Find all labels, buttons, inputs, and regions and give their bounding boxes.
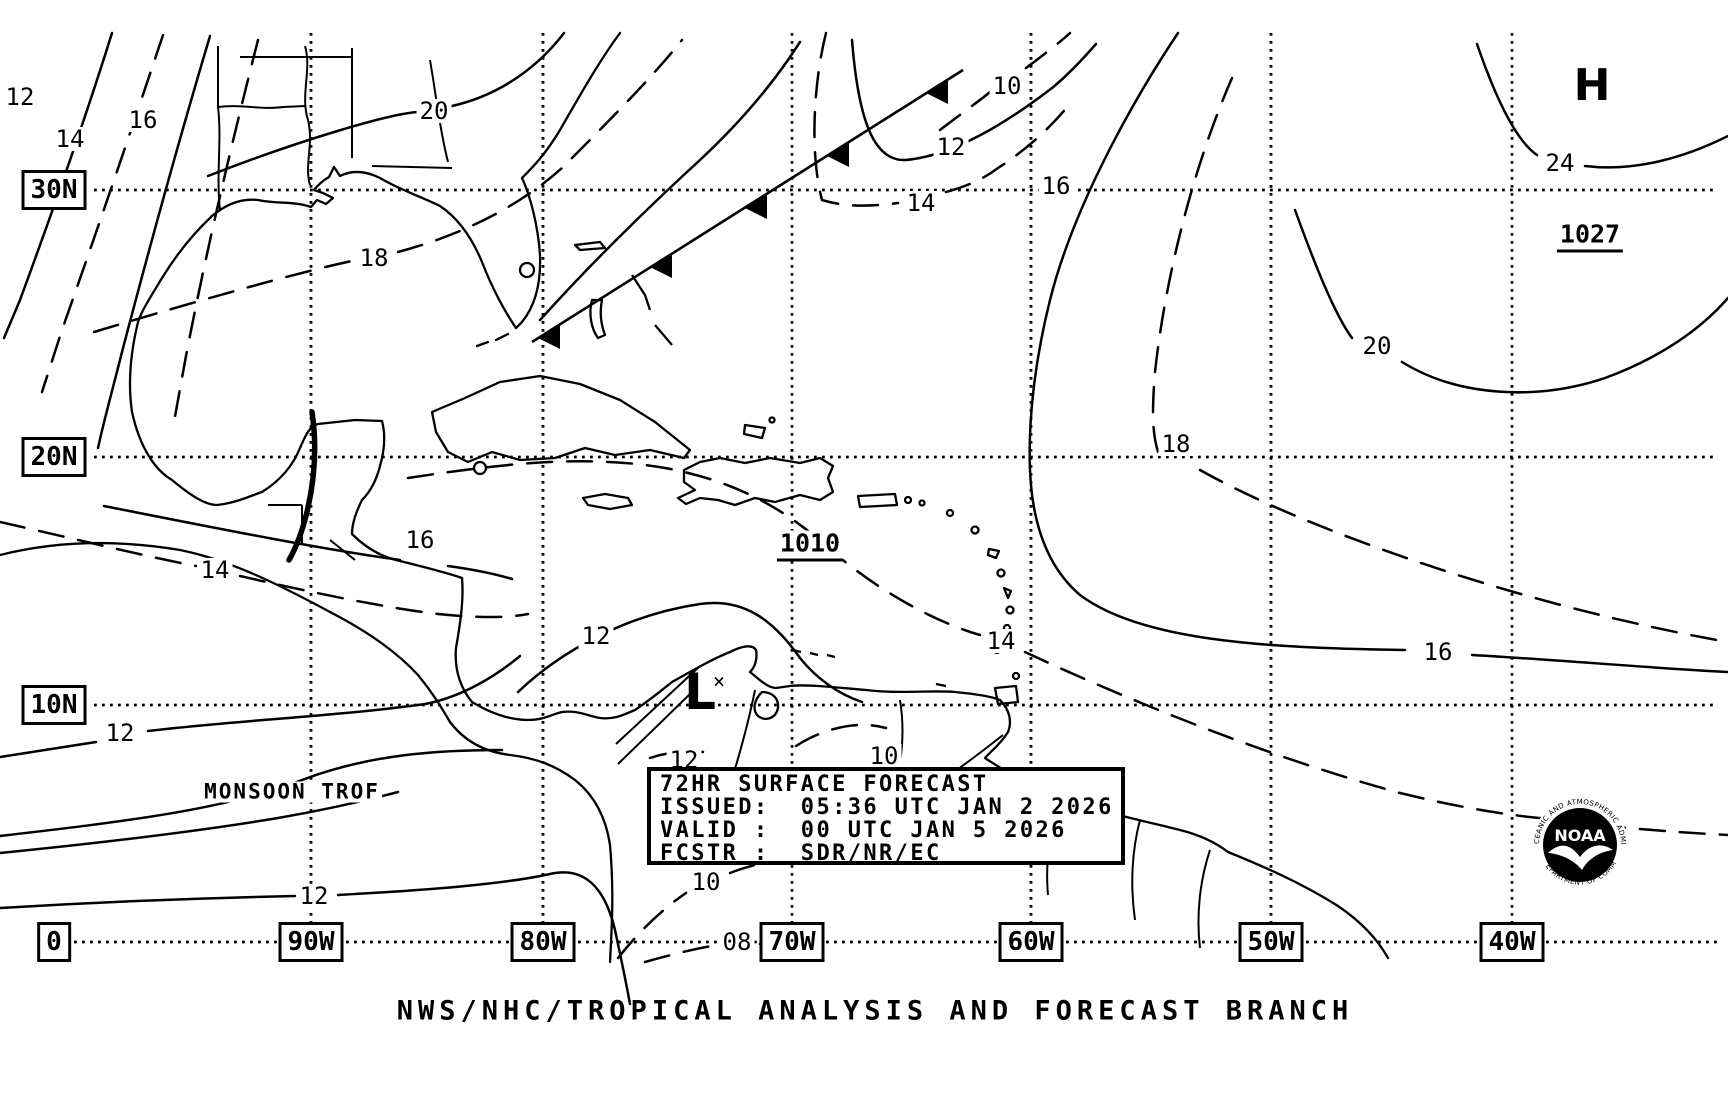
low-position-cross: × [712,669,726,693]
noaa-logo-text: NOAA [1554,826,1606,845]
info-line-title: 72HR SURFACE FORECAST [660,772,989,797]
info-line-fcstr: FCSTR : SDR/NR/EC [660,841,942,866]
lon-label-box: 90W [278,922,344,962]
islands [430,240,1021,706]
contour-label: 14 [983,629,1019,653]
contour-label: 20 [1359,334,1395,358]
lat-label-box: 30N [21,170,87,210]
contour-label: 08 [719,930,755,954]
contour-label: 12 [102,721,138,745]
contour-label: 12 [578,624,614,648]
cold-front [531,68,964,349]
noaa-seagull-icon [1548,845,1613,870]
monsoon-trough-label: MONSOON TROF [202,779,382,804]
lon-label-box: 60W [998,922,1064,962]
lon-label-box: 70W [759,922,825,962]
info-line-issued: ISSUED: 05:36 UTC JAN 2 2026 [660,795,1114,820]
contour-label: 16 [1420,640,1456,664]
contour-label: 10 [989,74,1025,98]
svg-text:U.S. DEPARTMENT OF COMMERCE: U.S. DEPARTMENT OF COMMERCE [0,0,1618,887]
lat-label-box: 20N [21,437,87,477]
contour-label: 16 [1038,174,1074,198]
contour-label: 10 [688,870,724,894]
center-pressure-value: 1010 [776,530,844,562]
contour-label: 16 [125,108,161,132]
high-pressure-marker: H [1573,60,1611,111]
contour-label: 18 [1158,432,1194,456]
contour-label: 14 [903,191,939,215]
contour-label: 12 [2,85,38,109]
contour-label: 24 [1542,151,1578,175]
bold-trough [286,409,318,563]
lat-label-box: 0 [37,922,71,962]
lon-label-box: 80W [510,922,576,962]
contour-label: 16 [402,528,438,552]
lat-label-box: 10N [21,685,87,725]
contour-label: 12 [933,135,969,159]
contour-label: 20 [416,99,452,123]
info-line-valid: VALID : 00 UTC JAN 5 2026 [660,818,1067,843]
contour-label: 12 [296,884,332,908]
contour-label: 14 [52,127,88,151]
trough-lines [615,665,701,765]
lon-label-box: 50W [1238,922,1304,962]
high-pressure-value: 1027 [1556,221,1624,253]
noaa-ring-bottom-text: U.S. DEPARTMENT OF COMMERCE [0,0,1618,887]
contour-label: 14 [197,558,233,582]
forecast-info-box: 72HR SURFACE FORECAST ISSUED: 05:36 UTC J… [647,767,1125,865]
lon-label-box: 40W [1479,922,1545,962]
contour-label: 10 [866,744,902,768]
low-pressure-marker: L [684,663,716,721]
branch-title: NWS/NHC/TROPICAL ANALYSIS AND FORECAST B… [396,995,1354,1027]
grid-lines [50,33,1718,944]
contour-label: 18 [356,246,392,270]
